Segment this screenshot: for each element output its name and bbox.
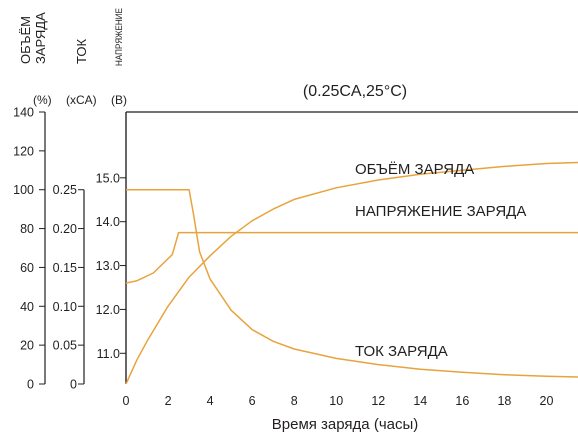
capacity-tick-label: 40	[20, 300, 34, 314]
current-tick-label: 0	[70, 378, 77, 392]
capacity-tick-label: 140	[13, 106, 34, 120]
series-line-capacity	[125, 161, 578, 385]
x-tick-label: 16	[455, 394, 469, 408]
annotation-voltage: НАПРЯЖЕНИЕ ЗАРЯДА	[355, 203, 526, 220]
voltage-axis-label: НАПРЯЖЕНИЕ	[114, 8, 124, 66]
x-tick-label: 18	[497, 394, 511, 408]
current-tick-label: 0.25	[53, 183, 77, 197]
series-line-current	[126, 188, 578, 378]
x-axis: 0 2 4 6 8 10 12 14 16 18 20	[123, 394, 554, 408]
voltage-tick-label: 12.0	[96, 303, 120, 317]
x-tick-label: 2	[165, 394, 172, 408]
x-tick-label: 10	[329, 394, 343, 408]
capacity-tick-label: 20	[20, 339, 34, 353]
annotation-capacity: ОБЪЁМ ЗАРЯДА	[355, 161, 474, 178]
current-tick-label: 0.15	[53, 261, 77, 275]
series-layer	[125, 161, 578, 385]
capacity-tick-label: 120	[13, 144, 34, 158]
x-tick-label: 14	[413, 394, 427, 408]
x-tick-label: 20	[540, 394, 554, 408]
current-tick-label: 0.10	[53, 300, 77, 314]
capacity-tick-label: 60	[20, 261, 34, 275]
annotation-current: ТОК ЗАРЯДА	[355, 343, 448, 360]
x-tick-label: 12	[371, 394, 385, 408]
x-tick-label: 6	[249, 394, 256, 408]
voltage-tick-label: 11.0	[97, 347, 120, 361]
voltage-tick-label: 14.0	[96, 215, 120, 229]
current-axis: 0 0.05 0.10 0.15 0.20 0.25	[53, 183, 85, 392]
x-axis-title: Время заряда (часы)	[272, 416, 419, 433]
capacity-axis-label-line2: ЗАРЯДА	[33, 12, 48, 64]
current-axis-label: ТОК	[74, 39, 89, 64]
capacity-tick-label: 100	[13, 183, 34, 197]
x-tick-label: 8	[291, 394, 298, 408]
voltage-tick-label: 13.0	[96, 259, 120, 273]
capacity-tick-label: 0	[27, 378, 34, 392]
x-tick-label: 0	[123, 394, 130, 408]
series-line-voltage	[125, 231, 578, 284]
current-unit-label: (xCA)	[66, 93, 97, 107]
current-tick-label: 0.20	[53, 222, 77, 236]
capacity-unit-label: (%)	[33, 93, 52, 107]
voltage-unit-label: (В)	[111, 93, 127, 107]
voltage-tick-label: 15.0	[96, 171, 120, 185]
voltage-axis: 11.0 12.0 13.0 14.0 15.0	[96, 112, 127, 384]
x-tick-label: 4	[207, 394, 214, 408]
chart-title: (0.25CA,25°C)	[303, 83, 407, 100]
capacity-axis: 0 20 40 60 80 100 120 140	[13, 106, 46, 392]
capacity-tick-label: 80	[20, 222, 34, 236]
current-tick-label: 0.05	[53, 339, 77, 353]
capacity-axis-label-line1: ОБЪЁМ	[18, 16, 33, 64]
